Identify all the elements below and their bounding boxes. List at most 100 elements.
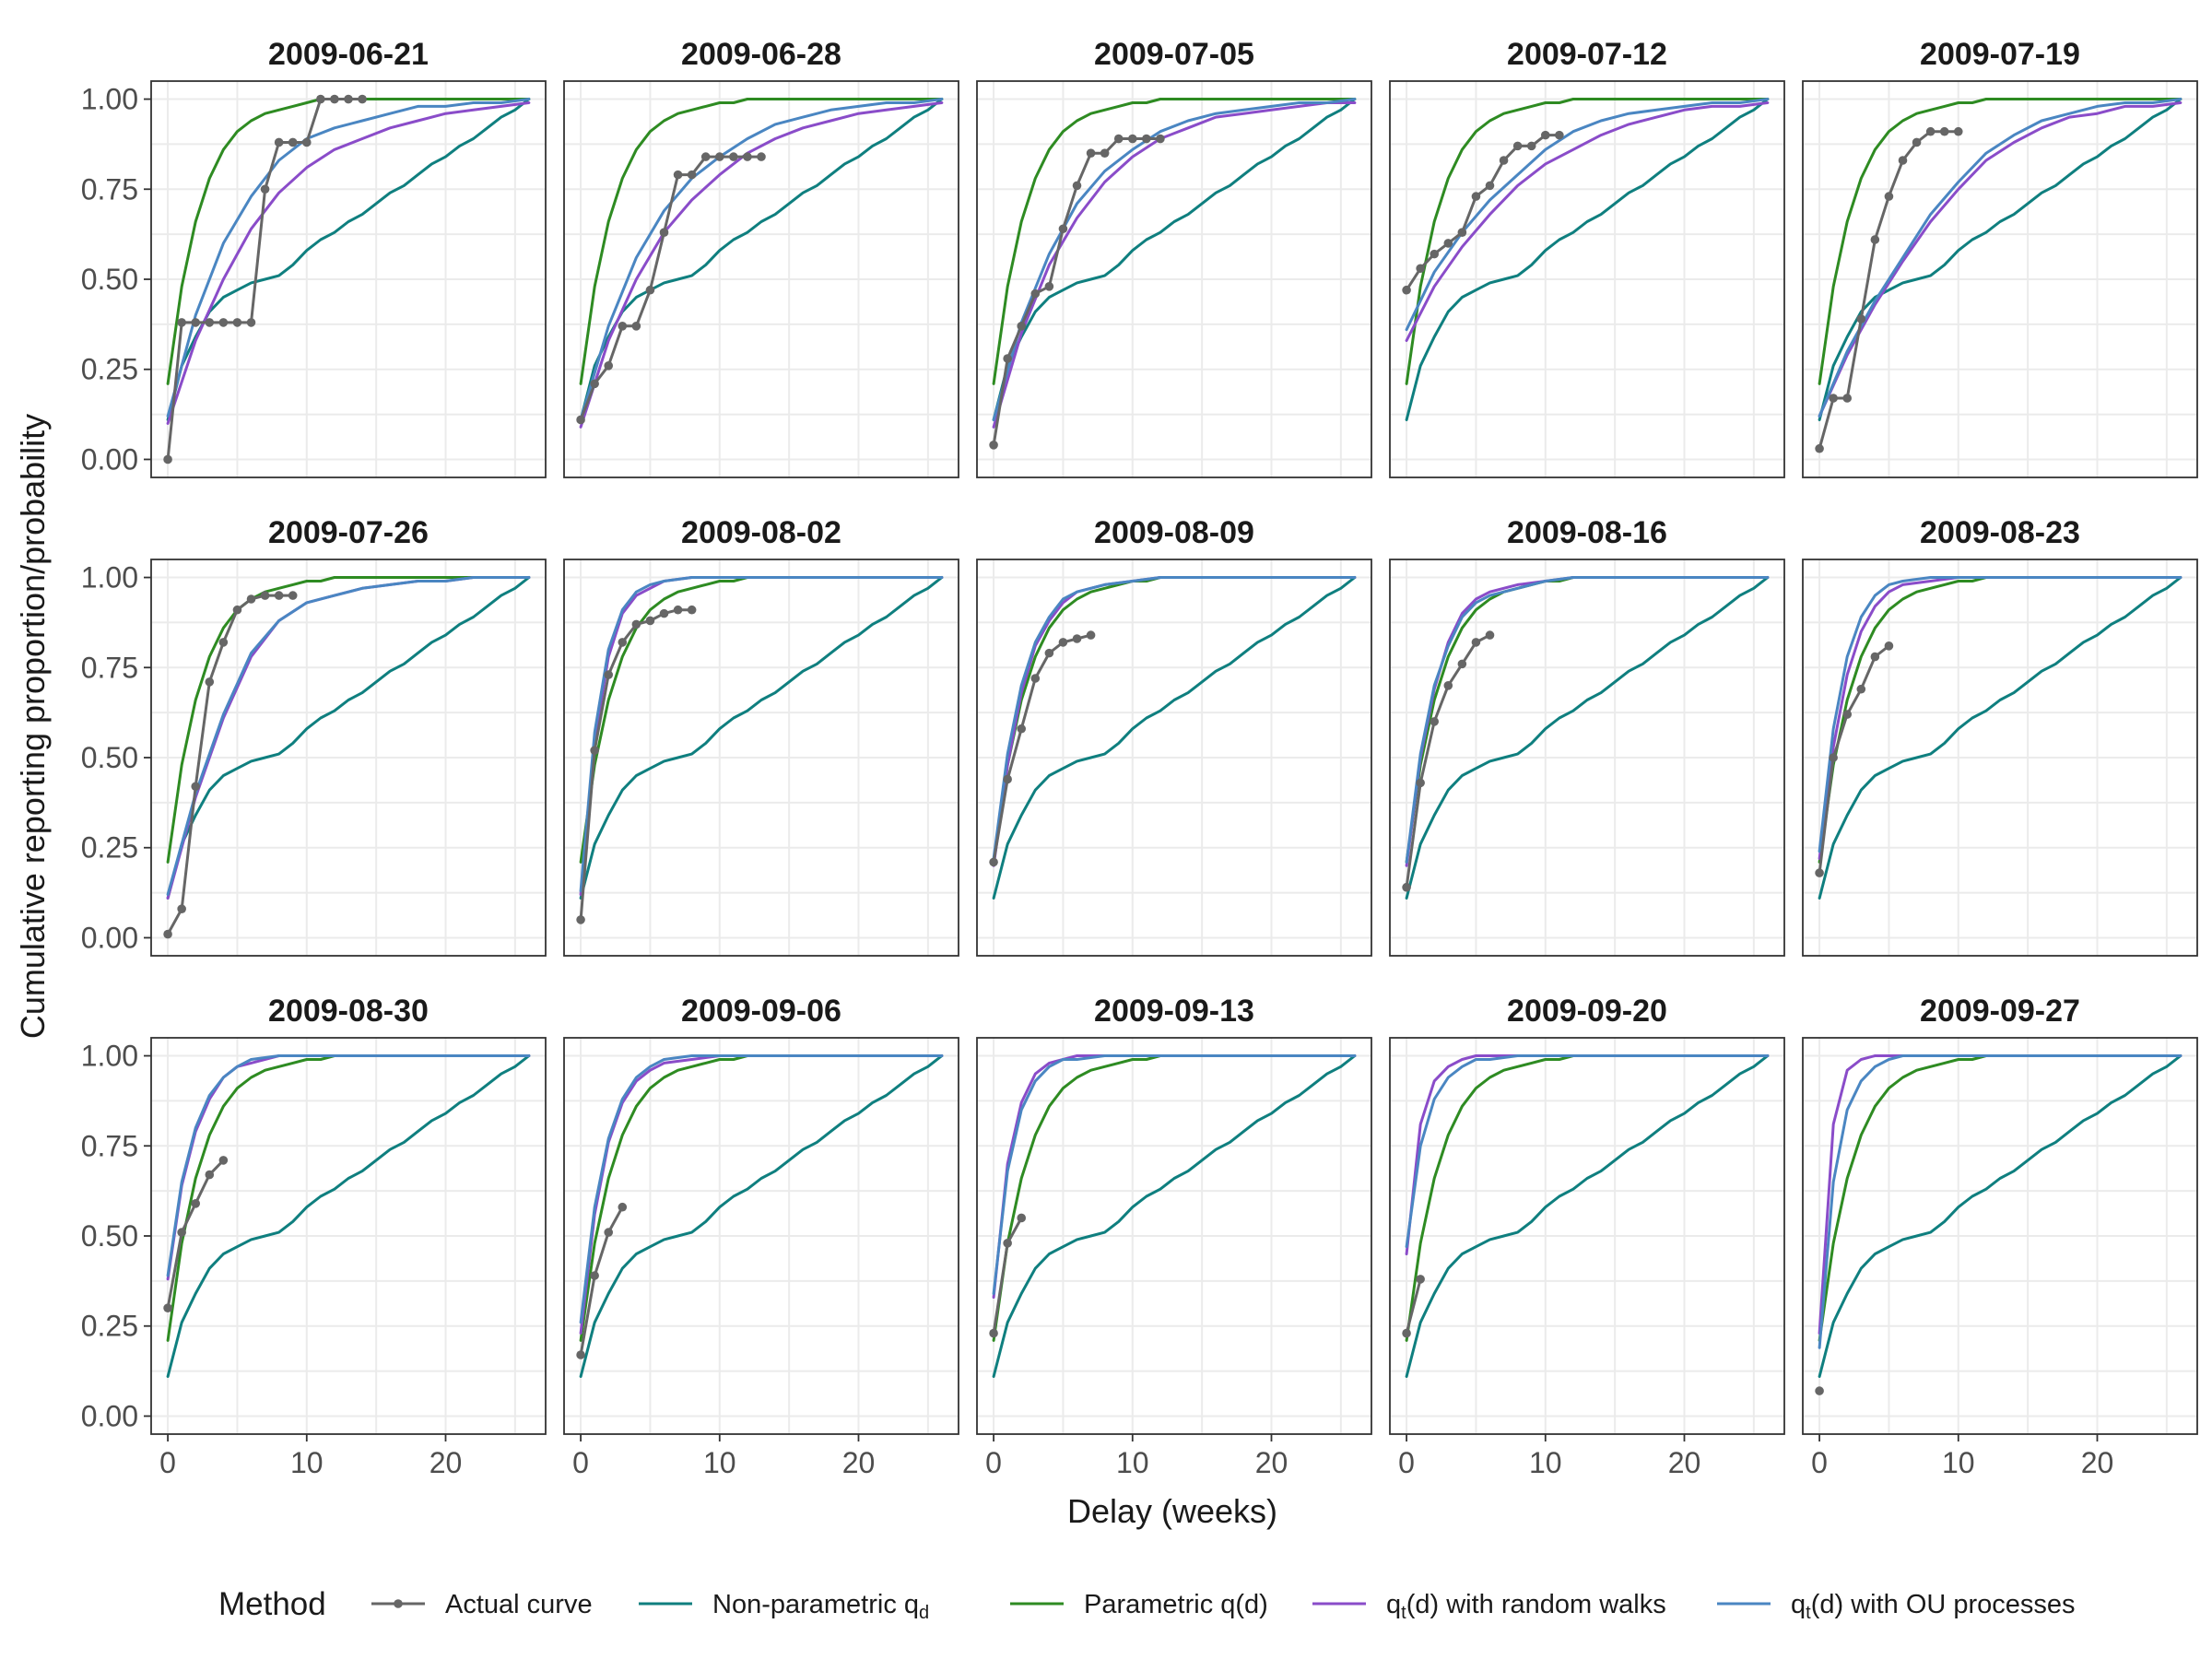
series-parametric-line: [1405, 1054, 1770, 1342]
series-parametric-line: [1818, 576, 2183, 864]
y-tick-label: 0.50: [81, 741, 138, 774]
series-parametric-line: [992, 98, 1357, 385]
actual-point: [1430, 717, 1440, 726]
actual-point: [1086, 148, 1096, 158]
series-random-walk-line: [1405, 1054, 1770, 1255]
actual-point: [1058, 224, 1068, 234]
actual-point: [1499, 156, 1509, 165]
series-random-walk-line: [992, 1054, 1357, 1299]
legend-subscript: t: [1401, 1603, 1406, 1623]
series-parametric-line: [166, 98, 531, 385]
actual-point: [205, 318, 215, 327]
actual-point: [1540, 130, 1550, 140]
series-ou-line: [1818, 576, 2183, 853]
series-random-walk-line: [992, 101, 1357, 429]
x-tick-label: 20: [1668, 1446, 1701, 1479]
actual-point: [1072, 181, 1082, 191]
series-nonparametric-line: [1405, 1054, 1770, 1378]
legend-item-rw: qt(d) with random walks: [1312, 1590, 1666, 1623]
series-parametric-line: [1405, 98, 1770, 385]
panel-frame: [976, 559, 1372, 957]
actual-point: [163, 929, 172, 939]
actual-point: [576, 415, 585, 425]
series-ou-line: [992, 576, 1357, 860]
actual-point: [1003, 774, 1012, 784]
actual-point: [1402, 882, 1411, 892]
panel-title: 2009-08-09: [1094, 515, 1254, 550]
panel-title: 2009-07-26: [268, 515, 429, 550]
series-nonparametric-line: [579, 98, 944, 421]
x-tick-label: 10: [1529, 1446, 1562, 1479]
panel-2009-07-12: 2009-07-12: [1389, 37, 1785, 478]
panel-frame: [563, 1037, 959, 1435]
panel-2009-08-23: 2009-08-23: [1802, 515, 2198, 957]
x-axis-label: Delay (weeks): [1067, 1492, 1277, 1530]
actual-point: [163, 1303, 172, 1312]
actual-point: [1842, 394, 1853, 403]
y-tick-label: 1.00: [81, 1040, 138, 1073]
actual-point: [1471, 638, 1481, 647]
panel-title: 2009-07-12: [1507, 37, 1667, 72]
x-tick-label: 20: [842, 1446, 876, 1479]
x-tick-label: 10: [1116, 1446, 1149, 1479]
series-random-walk-line: [166, 101, 531, 425]
actual-point: [1030, 674, 1041, 683]
panel-frame: [976, 1037, 1372, 1435]
actual-point: [1829, 394, 1838, 403]
series-ou-line: [166, 98, 531, 418]
x-tick-label: 0: [159, 1446, 176, 1479]
series-group: [1402, 576, 1770, 900]
actual-point: [205, 677, 215, 687]
panel-title: 2009-08-16: [1507, 515, 1667, 550]
series-random-walk-line: [579, 1054, 944, 1335]
panel-2009-08-09: 2009-08-09: [976, 515, 1372, 957]
series-group: [1402, 98, 1770, 421]
panel-2009-09-27: 2009-09-27 0 10 20: [1802, 994, 2198, 1479]
legend-key-point: [394, 1599, 403, 1608]
actual-point: [1003, 354, 1012, 363]
actual-point: [1086, 630, 1096, 640]
actual-point: [1416, 264, 1425, 274]
legend-label-rest: (d) with random walks: [1406, 1590, 1666, 1619]
actual-point: [1485, 181, 1495, 191]
series-ou-line: [1818, 98, 2183, 418]
actual-point: [246, 318, 256, 327]
actual-point: [1925, 126, 1936, 136]
panel-title: 2009-08-23: [1920, 515, 2080, 550]
actual-point: [260, 184, 270, 194]
y-tick-label: 0.00: [81, 1399, 138, 1432]
series-parametric-line: [579, 1054, 944, 1342]
actual-point: [191, 782, 201, 792]
panel-2009-08-16: 2009-08-16: [1389, 515, 1785, 957]
panel-title: 2009-06-21: [268, 37, 429, 72]
actual-point: [687, 170, 697, 180]
y-tick-label: 1.00: [81, 561, 138, 594]
panel-2009-07-26: 2009-07-26 0.00 0.25 0.50 0.75 1.00: [81, 515, 547, 957]
y-tick-label: 0.50: [81, 1219, 138, 1253]
actual-point: [1939, 126, 1949, 136]
panel-frame: [1802, 559, 2198, 957]
actual-point: [659, 228, 669, 237]
legend-label: qt(d) with random walks: [1386, 1590, 1666, 1623]
series-group: [576, 576, 944, 924]
actual-point: [1156, 134, 1165, 144]
actual-point: [1127, 134, 1137, 144]
x-tick-label: 10: [703, 1446, 736, 1479]
series-nonparametric-line: [166, 98, 531, 421]
x-tick-label: 20: [429, 1446, 463, 1479]
actual-point: [177, 318, 186, 327]
y-tick-label: 0.25: [81, 353, 138, 386]
panel-title: 2009-09-27: [1920, 994, 2080, 1029]
actual-point: [673, 605, 683, 615]
series-parametric-line: [166, 1054, 531, 1342]
actual-point: [330, 94, 339, 104]
actual-point: [191, 1199, 201, 1208]
actual-point: [232, 605, 242, 615]
y-tick-label: 0.25: [81, 1310, 138, 1343]
series-group: [1815, 1054, 2183, 1395]
actual-point: [218, 1156, 229, 1165]
actual-point: [604, 361, 614, 371]
panel-frame: [1389, 559, 1785, 957]
actual-point: [1402, 285, 1411, 295]
series-parametric-line: [1818, 98, 2183, 385]
